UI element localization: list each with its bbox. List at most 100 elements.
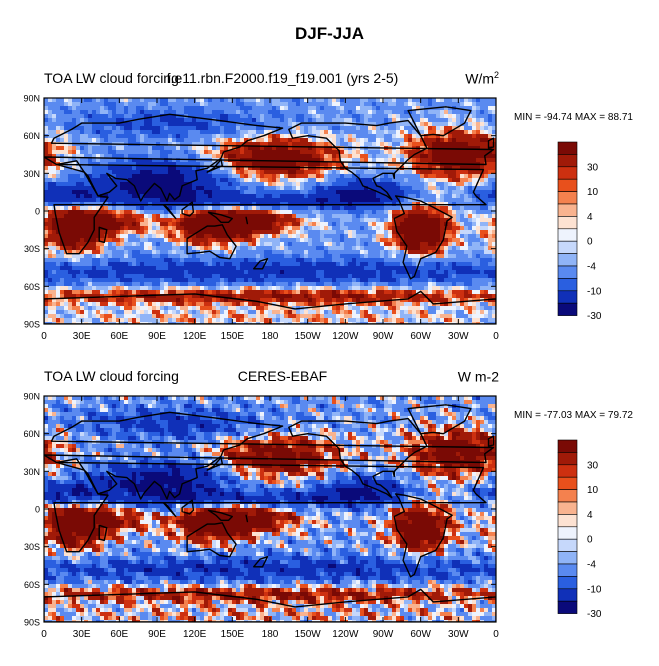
field-cell bbox=[336, 106, 341, 111]
field-cell bbox=[112, 122, 117, 127]
field-cell bbox=[140, 186, 145, 191]
field-cell bbox=[168, 158, 173, 163]
field-cell bbox=[360, 130, 365, 135]
field-cell bbox=[340, 130, 345, 135]
field-cell bbox=[160, 182, 165, 187]
field-cell bbox=[96, 254, 101, 259]
field-cell bbox=[340, 142, 345, 147]
field-cell bbox=[320, 142, 325, 147]
field-cell bbox=[368, 178, 373, 183]
field-cell bbox=[388, 250, 393, 255]
field-cell bbox=[196, 222, 201, 227]
field-cell bbox=[128, 122, 133, 127]
field-cell bbox=[132, 238, 137, 243]
field-cell bbox=[372, 246, 377, 251]
field-cell bbox=[396, 98, 401, 103]
field-cell bbox=[456, 126, 461, 131]
field-cell bbox=[96, 214, 101, 219]
field-cell bbox=[60, 134, 65, 139]
field-cell bbox=[360, 126, 365, 131]
field-cell bbox=[412, 226, 417, 231]
field-cell bbox=[408, 102, 413, 107]
field-cell bbox=[360, 142, 365, 147]
field-cell bbox=[160, 206, 165, 211]
field-cell bbox=[348, 190, 353, 195]
field-cell bbox=[44, 106, 49, 111]
field-cell bbox=[208, 114, 213, 119]
field-cell bbox=[368, 102, 373, 107]
field-cell bbox=[412, 130, 417, 135]
field-cell bbox=[224, 130, 229, 135]
field-cell bbox=[92, 126, 97, 131]
field-cell bbox=[304, 150, 309, 155]
field-cell bbox=[312, 158, 317, 163]
field-cell bbox=[256, 146, 261, 151]
field-cell bbox=[348, 98, 353, 103]
field-cell bbox=[260, 118, 265, 123]
field-cell bbox=[300, 138, 305, 143]
field-cell bbox=[480, 226, 485, 231]
field-cell bbox=[148, 258, 153, 263]
field-cell bbox=[276, 242, 281, 247]
field-cell bbox=[308, 166, 313, 171]
field-cell bbox=[108, 230, 113, 235]
field-cell bbox=[464, 210, 469, 215]
field-cell bbox=[388, 106, 393, 111]
field-cell bbox=[364, 194, 369, 199]
field-cell bbox=[316, 182, 321, 187]
field-cell bbox=[132, 154, 137, 159]
field-cell bbox=[452, 206, 457, 211]
field-cell bbox=[488, 206, 493, 211]
field-cell bbox=[120, 214, 125, 219]
field-cell bbox=[340, 186, 345, 191]
field-cell bbox=[400, 226, 405, 231]
field-cell bbox=[220, 250, 225, 255]
field-cell bbox=[448, 250, 453, 255]
field-cell bbox=[240, 270, 245, 275]
field-cell bbox=[464, 190, 469, 195]
field-cell bbox=[236, 186, 241, 191]
field-cell bbox=[168, 138, 173, 143]
field-cell bbox=[468, 230, 473, 235]
field-cell bbox=[200, 174, 205, 179]
field-cell bbox=[44, 134, 49, 139]
field-cell bbox=[76, 126, 81, 131]
field-cell bbox=[48, 130, 53, 135]
field-cell bbox=[48, 226, 53, 231]
field-cell bbox=[276, 206, 281, 211]
field-cell bbox=[428, 270, 433, 275]
field-cell bbox=[204, 198, 209, 203]
field-cell bbox=[456, 226, 461, 231]
field-cell bbox=[236, 182, 241, 187]
field-cell bbox=[316, 118, 321, 123]
field-cell bbox=[116, 166, 121, 171]
field-cell bbox=[152, 130, 157, 135]
field-cell bbox=[108, 134, 113, 139]
field-cell bbox=[304, 158, 309, 163]
field-cell bbox=[216, 126, 221, 131]
field-cell bbox=[232, 134, 237, 139]
field-cell bbox=[60, 254, 65, 259]
field-cell bbox=[248, 222, 253, 227]
field-cell bbox=[196, 238, 201, 243]
field-cell bbox=[464, 130, 469, 135]
field-cell bbox=[88, 106, 93, 111]
field-cell bbox=[276, 170, 281, 175]
field-cell bbox=[60, 150, 65, 155]
field-cell bbox=[312, 178, 317, 183]
field-cell bbox=[412, 138, 417, 143]
field-cell bbox=[200, 118, 205, 123]
field-cell bbox=[412, 102, 417, 107]
field-cell bbox=[196, 130, 201, 135]
field-cell bbox=[440, 174, 445, 179]
field-cell bbox=[164, 162, 169, 167]
field-cell bbox=[148, 222, 153, 227]
field-cell bbox=[264, 222, 269, 227]
field-cell bbox=[404, 162, 409, 167]
field-cell bbox=[144, 126, 149, 131]
field-cell bbox=[488, 166, 493, 171]
field-cell bbox=[392, 158, 397, 163]
field-cell bbox=[236, 190, 241, 195]
field-cell bbox=[404, 230, 409, 235]
field-cell bbox=[456, 218, 461, 223]
